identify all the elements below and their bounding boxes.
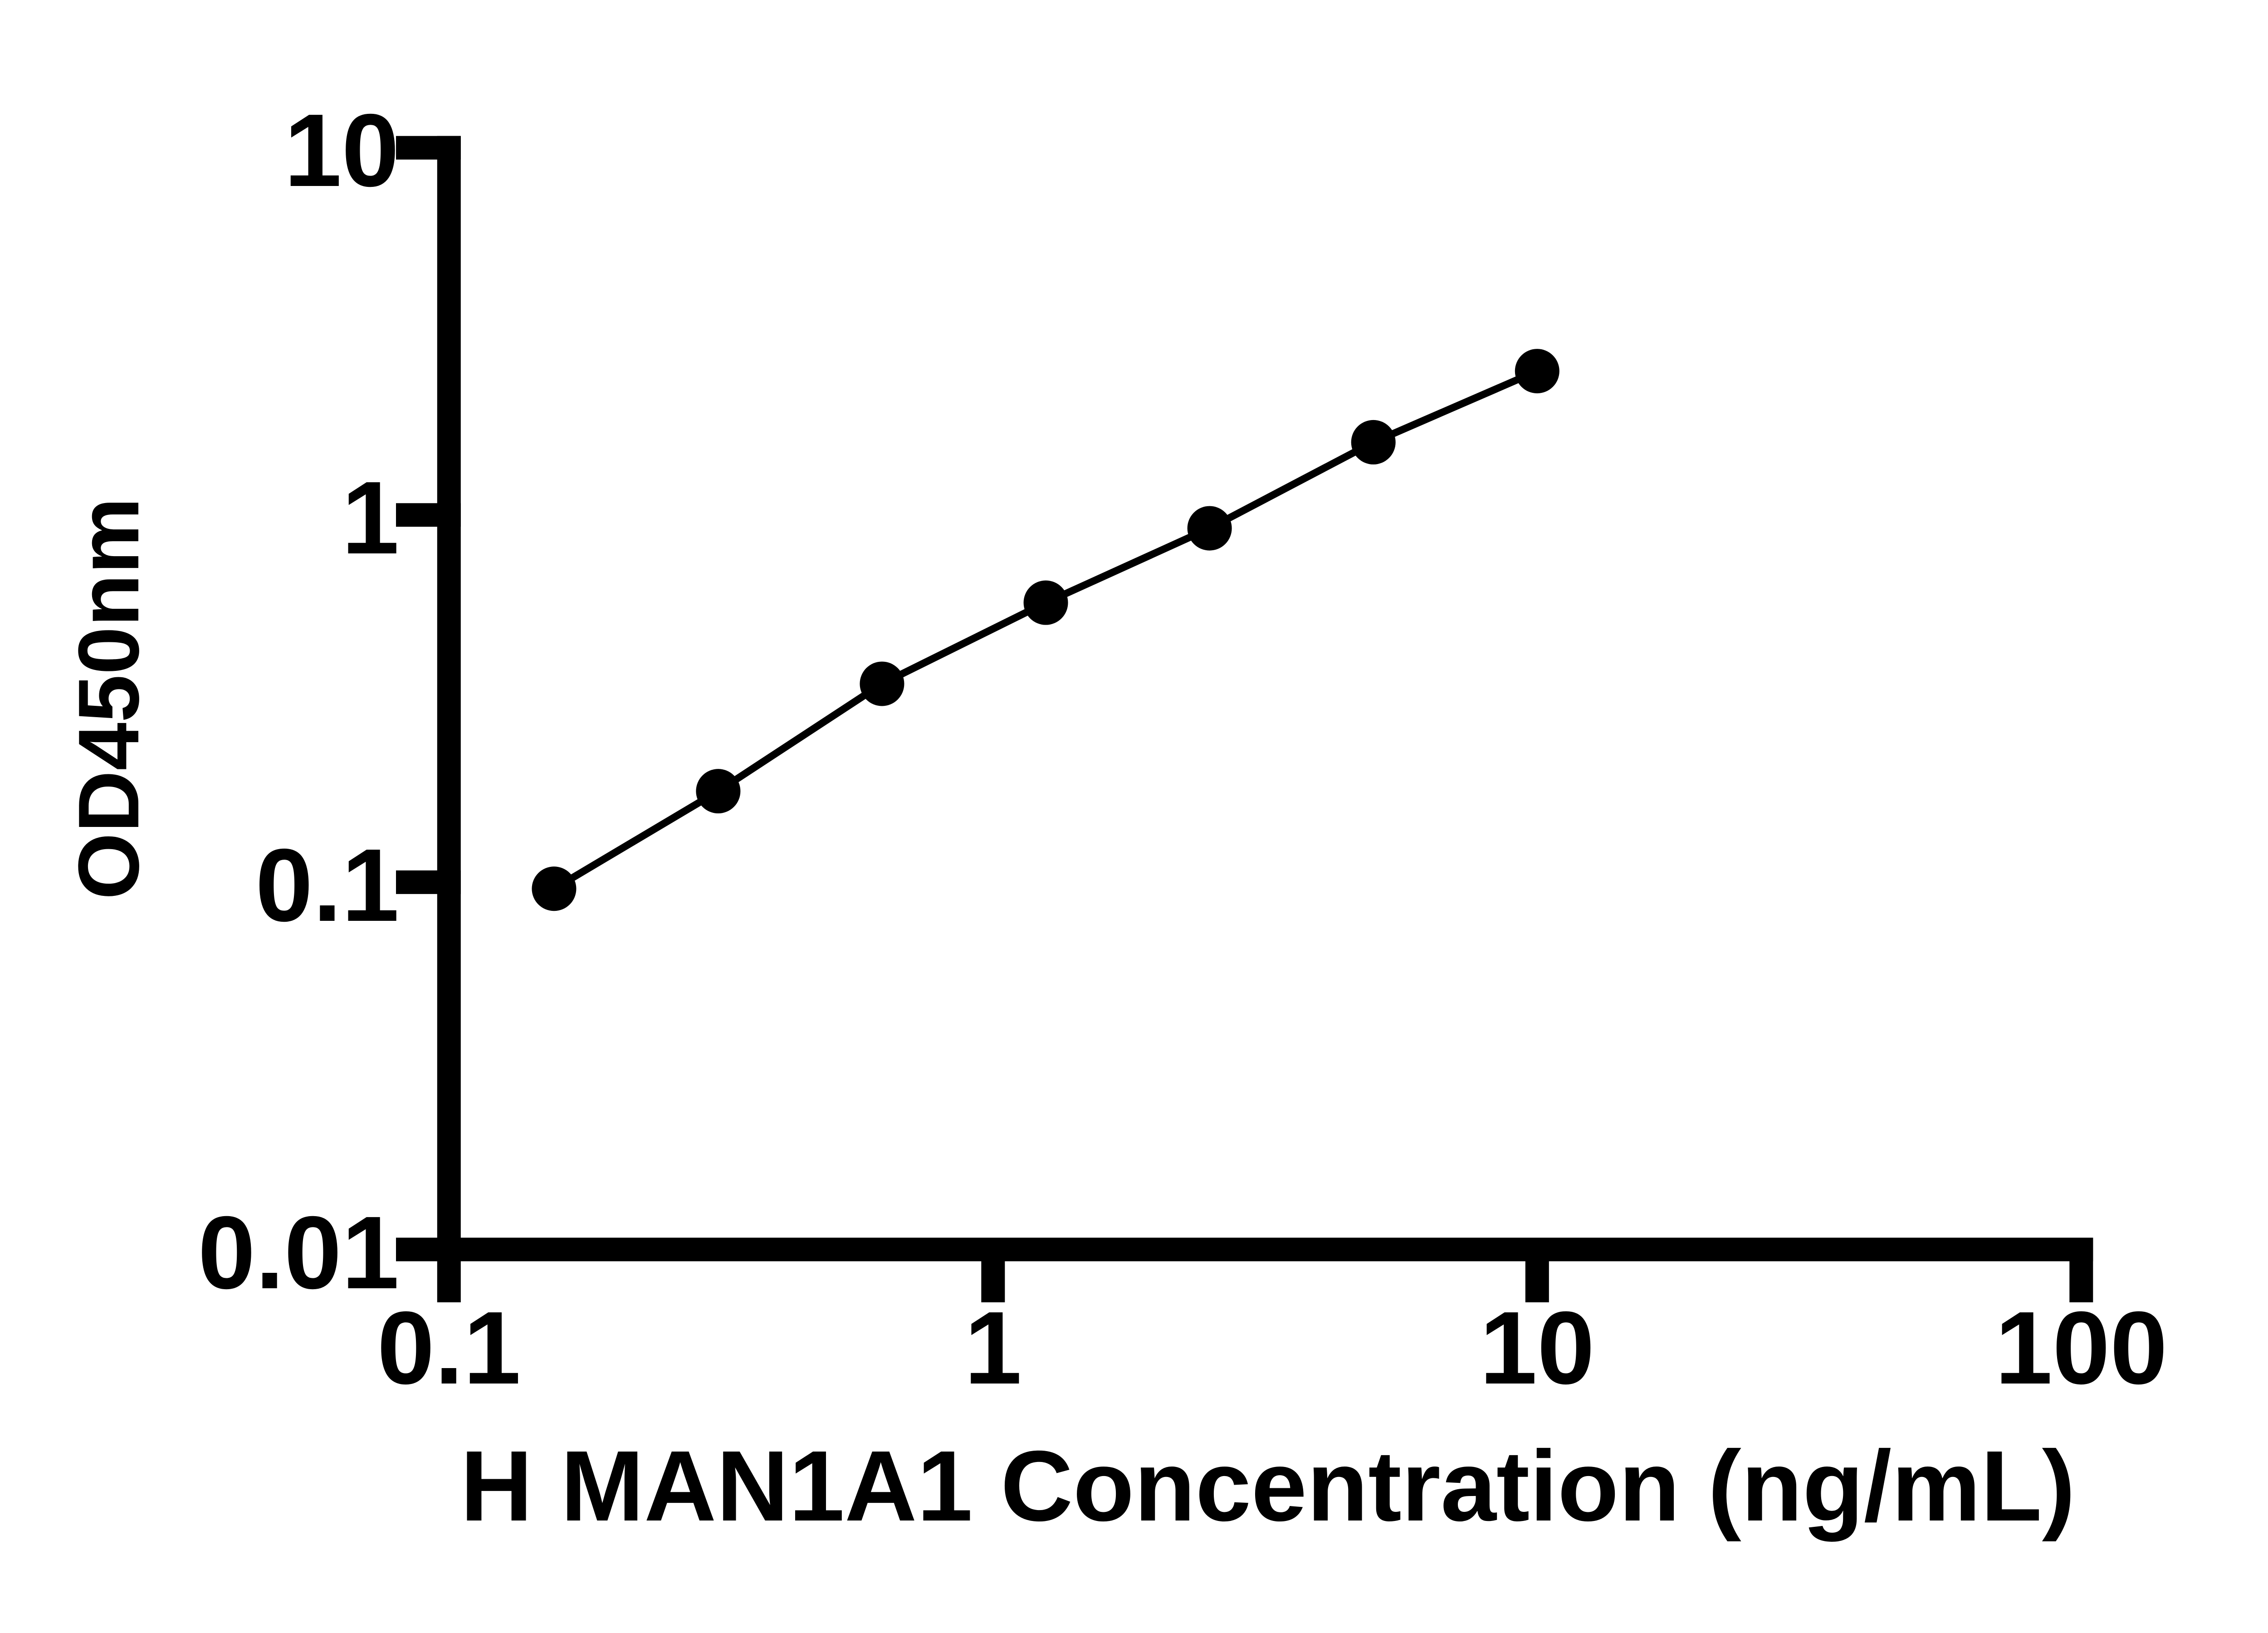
svg-text:1: 1 [964, 1291, 1022, 1406]
svg-text:1: 1 [342, 460, 399, 576]
svg-text:10: 10 [1480, 1291, 1595, 1406]
svg-text:100: 100 [1995, 1291, 2167, 1406]
svg-text:OD450nm: OD450nm [61, 497, 157, 900]
svg-text:H MAN1A1 Concentration (ng/mL): H MAN1A1 Concentration (ng/mL) [460, 1430, 2076, 1542]
svg-text:10: 10 [284, 93, 399, 208]
svg-text:0.01: 0.01 [198, 1195, 399, 1310]
svg-text:0.1: 0.1 [255, 828, 399, 943]
svg-text:0.1: 0.1 [377, 1291, 521, 1406]
